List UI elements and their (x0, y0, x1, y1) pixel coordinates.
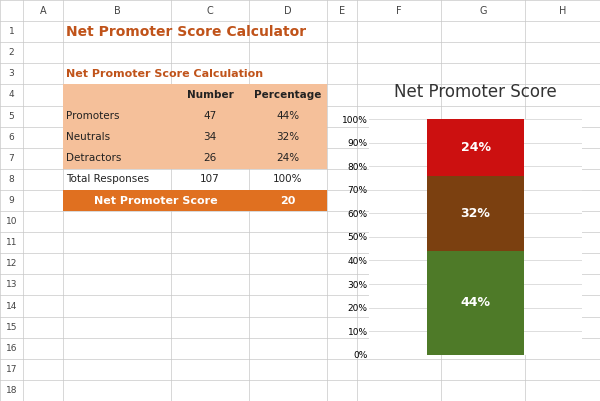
Text: 11: 11 (5, 238, 17, 247)
Text: 14: 14 (6, 302, 17, 310)
Text: E: E (339, 6, 345, 16)
Bar (63, 85, 327, 105)
Text: 32%: 32% (461, 207, 490, 220)
Bar (63, 190, 327, 211)
Text: 4: 4 (8, 91, 14, 99)
Text: 18: 18 (5, 386, 17, 395)
Bar (427, 119, 524, 176)
Text: Neutrals: Neutrals (66, 132, 110, 142)
Text: 13: 13 (5, 280, 17, 290)
Bar (63, 127, 327, 148)
Text: 9: 9 (8, 196, 14, 205)
Bar (427, 251, 524, 355)
Text: Total Responses: Total Responses (66, 174, 149, 184)
Text: 3: 3 (8, 69, 14, 78)
Text: H: H (559, 6, 566, 16)
Text: D: D (284, 6, 292, 16)
Text: 6: 6 (8, 133, 14, 142)
Text: 24%: 24% (277, 153, 299, 163)
Bar (427, 176, 524, 251)
Text: 44%: 44% (277, 111, 299, 121)
Text: 2: 2 (8, 48, 14, 57)
Text: 12: 12 (6, 259, 17, 268)
Text: 8: 8 (8, 175, 14, 184)
Text: G: G (479, 6, 487, 16)
Text: C: C (206, 6, 214, 16)
Text: 1: 1 (8, 27, 14, 36)
Text: Promoters: Promoters (66, 111, 119, 121)
Text: Net Promoter Score Calculation: Net Promoter Score Calculation (66, 69, 263, 79)
Text: Percentage: Percentage (254, 90, 322, 100)
Text: 47: 47 (203, 111, 217, 121)
Bar (63, 105, 327, 127)
Text: 17: 17 (5, 365, 17, 374)
Text: 15: 15 (5, 323, 17, 332)
Text: 5: 5 (8, 111, 14, 121)
Text: 44%: 44% (461, 296, 491, 310)
Text: Number: Number (187, 90, 233, 100)
Text: 32%: 32% (277, 132, 299, 142)
Text: 107: 107 (200, 174, 220, 184)
Text: B: B (113, 6, 121, 16)
Text: 34: 34 (203, 132, 217, 142)
Text: A: A (40, 6, 46, 16)
Text: Detractors: Detractors (66, 153, 121, 163)
Text: Net Promoter Score Calculator: Net Promoter Score Calculator (66, 24, 306, 38)
Text: Net Promoter Score: Net Promoter Score (394, 83, 557, 101)
Text: 10: 10 (5, 217, 17, 226)
Bar (63, 148, 327, 169)
Text: 100%: 100% (273, 174, 303, 184)
Text: 20: 20 (280, 196, 296, 205)
Text: 26: 26 (203, 153, 217, 163)
Text: 7: 7 (8, 154, 14, 163)
Text: Net Promoter Score: Net Promoter Score (94, 196, 218, 205)
Text: 16: 16 (5, 344, 17, 353)
Text: 24%: 24% (461, 141, 491, 154)
Text: F: F (396, 6, 402, 16)
